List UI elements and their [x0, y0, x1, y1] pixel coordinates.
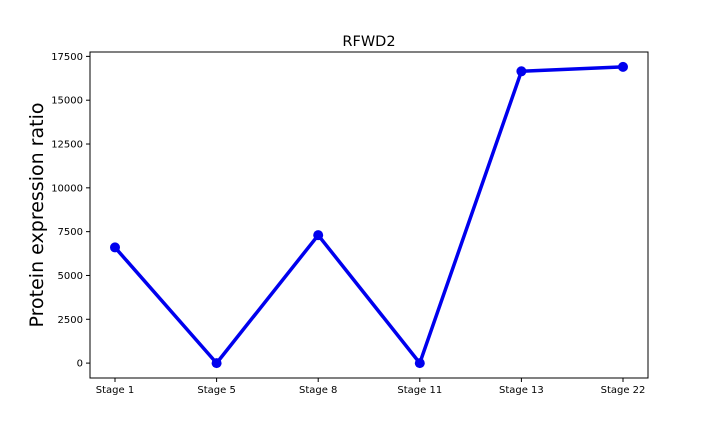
y-tick-label: 10000	[51, 183, 83, 194]
x-axis: Stage 1 Stage 5 Stage 8 Stage 11 Stage 13 Sta…	[96, 378, 646, 396]
x-tick-label: Stage 22	[601, 385, 646, 396]
y-axis: 0 2500 5000 7500 10000 12500 15000 17500	[51, 52, 90, 370]
x-tick-label: Stage 5	[197, 385, 235, 396]
x-tick-label: Stage 1	[96, 385, 134, 396]
y-tick-label: 0	[77, 359, 83, 370]
plot-frame	[89, 51, 649, 379]
y-tick-label: 2500	[58, 315, 83, 326]
data-point	[618, 61, 628, 72]
data-point	[211, 358, 222, 369]
data-point	[110, 242, 120, 253]
data-point	[414, 358, 425, 369]
y-tick-label: 15000	[51, 96, 83, 107]
y-tick-label: 12500	[51, 140, 83, 151]
series-layer	[110, 61, 628, 369]
x-tick-label: Stage 8	[299, 385, 337, 396]
data-point	[516, 66, 527, 77]
x-tick-label: Stage 13	[499, 385, 544, 396]
chart-title: RFWD2	[342, 34, 395, 50]
x-tick-label: Stage 11	[397, 385, 442, 396]
series-line	[113, 65, 624, 365]
y-tick-label: 17500	[51, 52, 83, 63]
y-tick-label: 7500	[58, 227, 83, 238]
data-point	[313, 230, 324, 241]
y-axis-label: Protein expression ratio	[26, 103, 48, 328]
y-tick-label: 5000	[58, 271, 83, 282]
